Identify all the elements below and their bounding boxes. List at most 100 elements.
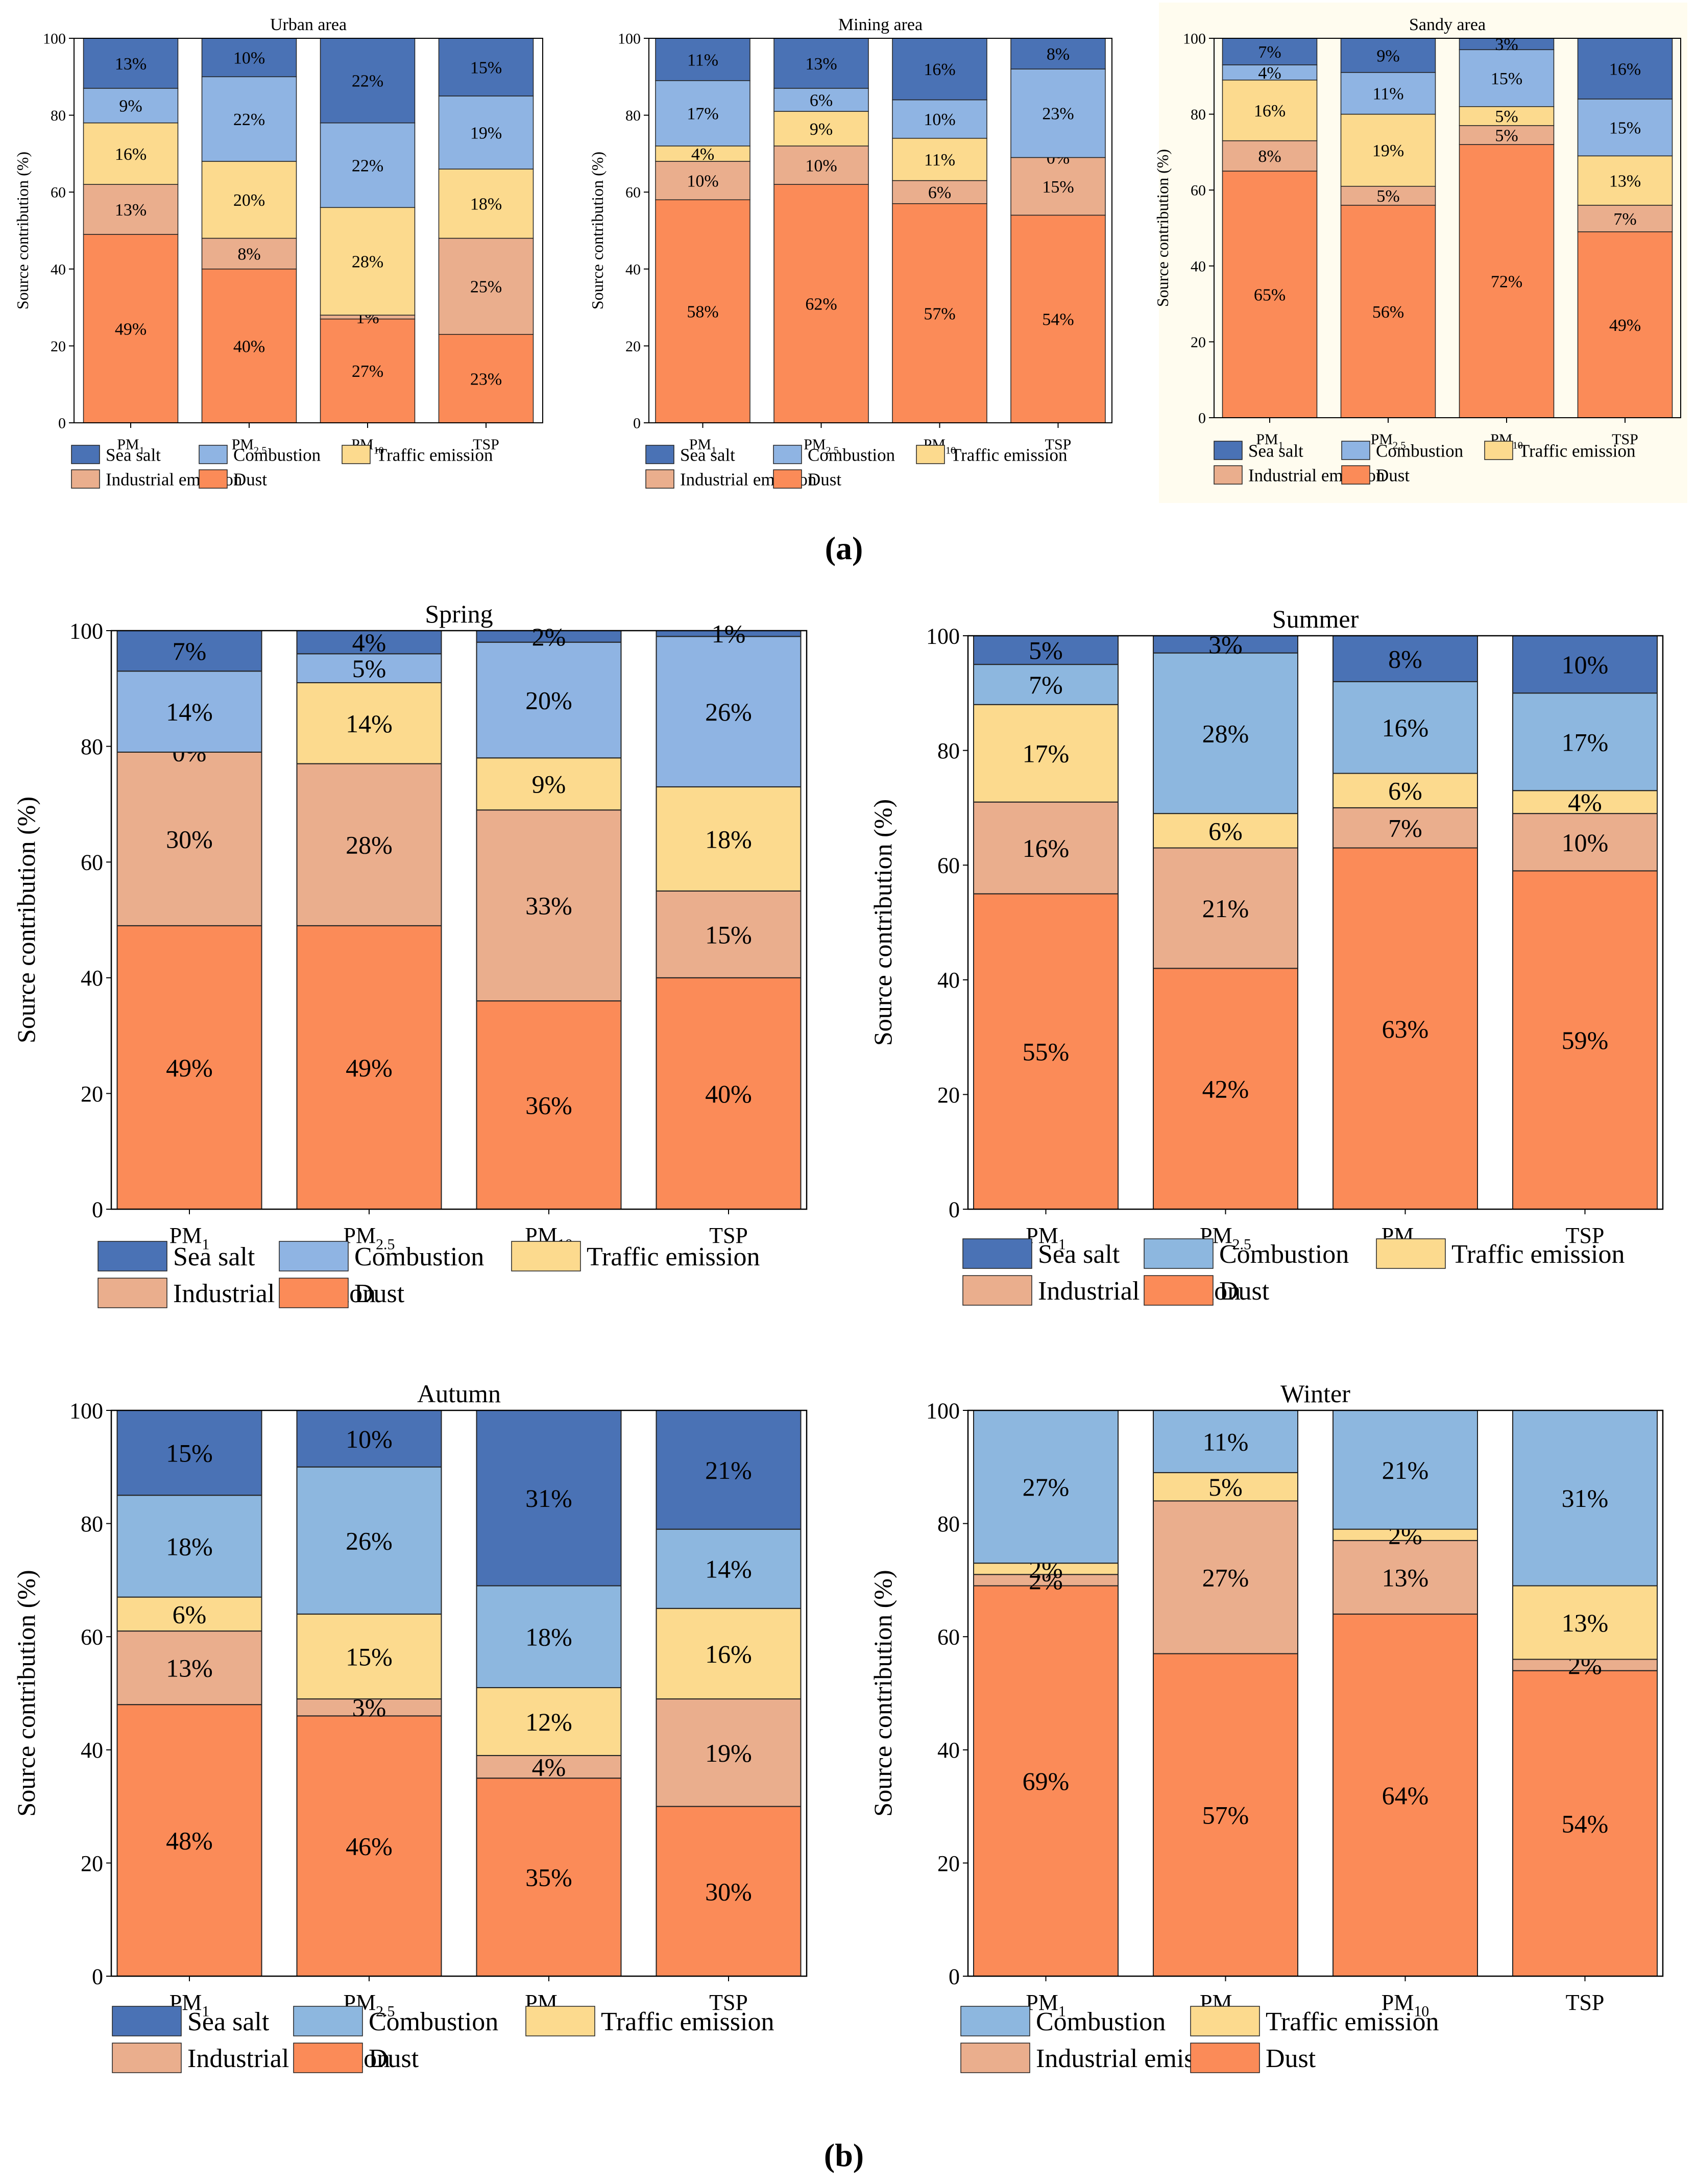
spring-legend-swatch-traffic-emission [511,1241,581,1271]
sandy-area-legend-label-dust: Dust [1376,465,1410,485]
summer-label-traffic-emission-0: 17% [1023,739,1070,768]
spring-label-sea-salt-3: 1% [712,619,746,648]
spring-label-traffic-emission-3: 18% [705,825,752,853]
sandy-area-legend-label-traffic-emission: Traffic emission [1519,441,1635,461]
autumn-label-combustion-0: 18% [166,1532,213,1561]
autumn-legend-label-traffic-emission: Traffic emission [601,2007,774,2036]
summer-plot-frame [967,635,1664,1210]
winter-bar-industrial-emission-1 [1153,1500,1298,1654]
urban-area-ylabel: Source contribution (%) [13,152,32,309]
autumn-bar-dust-0 [116,1704,262,1977]
mining-area-title: Mining area [838,15,923,34]
summer-chart: Summer55%16%17%7%5%PM142%21%6%28%3%PM2.5… [868,605,1664,1306]
spring-legend-label-traffic-emission: Traffic emission [587,1242,760,1271]
spring-bar-dust-2 [476,1000,622,1210]
summer-label-traffic-emission-2: 6% [1388,777,1422,805]
spring-bar-industrial-emission-3 [656,890,802,978]
autumn-label-dust-0: 48% [166,1827,213,1855]
mining-area-ytick-3: 60 [625,184,641,201]
winter-label-combustion-0: 27% [1023,1473,1070,1501]
sandy-area-label-traffic-emission-2: 5% [1495,107,1518,126]
summer-ytick-2: 40 [937,968,960,993]
winter-legend-swatch-dust [1190,2043,1260,2073]
winter-bar-combustion-1 [1153,1410,1298,1473]
mining-area-legend-label-traffic-emission: Traffic emission [951,445,1067,465]
sandy-area-ytick-0: 0 [1198,410,1206,427]
sandy-area-label-combustion-2: 15% [1491,69,1522,88]
summer-legend-swatch-dust [1144,1275,1214,1306]
urban-area-bar-sea-salt-1 [201,38,297,78]
spring-legend-label-dust: Dust [354,1279,405,1308]
summer-legend-swatch-combustion-b [1144,1238,1214,1269]
mining-area-bar-dust-0 [655,199,750,423]
sandy-area-legend-swatch-traffic-emission [1484,441,1513,460]
sandy-area-title: Sandy area [1409,15,1486,34]
mining-area-bar-industrial-emission-3 [1010,157,1106,216]
sandy-area-legend-swatch-dust [1341,465,1370,485]
sandy-area-label-traffic-emission-1: 19% [1372,141,1404,160]
sandy-area-legend-label-combustion: Combustion [1376,441,1463,461]
sandy-area-bar-industrial-emission-1 [1340,186,1436,206]
sandy-area-bar-combustion-1 [1340,72,1436,115]
autumn-bar-industrial-emission-0 [116,1630,262,1706]
winter-bar-traffic-emission-1 [1153,1472,1298,1502]
spring-ytick-1: 20 [81,1082,103,1107]
urban-area-legend-swatch-industrial-emission [71,469,100,489]
summer-legend-swatch-industrial-emission [962,1275,1032,1306]
autumn-label-traffic-emission-2: 12% [525,1708,572,1736]
summer-xtick-3: TSP [1566,1223,1605,1248]
winter-bar-dust-2 [1332,1613,1478,1977]
panel-a-label: (a) [825,530,863,566]
urban-area-label-industrial-emission-1: 8% [237,245,260,264]
sandy-area-bar-traffic-emission-1 [1340,113,1436,187]
summer-bar-dust-3 [1512,870,1658,1210]
winter-legend-swatch-combustion-b [960,2006,1030,2036]
sandy-area-label-combustion-3: 15% [1609,119,1641,138]
autumn-legend-label-combustion-b: Combustion [369,2007,498,2036]
summer-bar-combustion-3 [1512,692,1658,791]
autumn-bar-combustion-2 [476,1585,622,1688]
urban-area-ytick-3: 60 [51,184,66,201]
spring-label-combustion-1: 5% [352,654,386,683]
autumn-label-sea-salt-0: 15% [166,1439,213,1468]
sandy-area-ytick-4: 80 [1191,106,1206,123]
autumn-label-sea-salt-2: 31% [525,1484,572,1513]
mining-area-ylabel: Source contribution (%) [588,152,607,309]
spring-bar-traffic-emission-2 [476,757,622,811]
winter-ytick-2: 40 [937,1738,960,1763]
sandy-area-bar-sea-salt-1 [1340,38,1436,73]
summer-label-industrial-emission-0: 16% [1023,834,1070,862]
spring-ytick-3: 60 [81,850,103,875]
urban-area-title: Urban area [270,15,347,34]
autumn-label-combustion-2: 18% [525,1623,572,1651]
spring-label-traffic-emission-1: 14% [346,709,393,738]
sandy-area-label-industrial-emission-0: 8% [1258,147,1281,166]
summer-bar-dust-0 [973,893,1119,1210]
summer-ylabel: Source contribution (%) [868,799,897,1046]
urban-area-chart: Urban area49%13%16%9%13%PM140%8%20%22%10… [13,15,543,489]
mining-area-label-sea-salt-3: 8% [1047,45,1070,64]
summer-ytick-5: 100 [926,623,960,649]
mining-area-legend-label-dust: Dust [808,469,841,489]
urban-area-label-dust-0: 49% [115,320,147,339]
winter-label-dust-2: 64% [1382,1781,1429,1810]
spring-bar-combustion-3 [656,636,802,787]
summer-bar-combustion-2 [1332,681,1478,774]
urban-area-label-combustion-2: 22% [352,156,383,175]
autumn-bar-dust-3 [656,1806,802,1977]
urban-area-label-combustion-0: 9% [119,97,142,116]
spring-legend-swatch-dust [279,1278,349,1308]
summer-ytick-0: 0 [949,1197,960,1222]
mining-area-ytick-2: 40 [625,261,641,278]
spring-title: Spring [425,599,493,628]
summer-bar-sea-salt-0 [973,635,1119,665]
mining-area-label-dust-2: 57% [924,304,955,323]
autumn-ytick-3: 60 [81,1625,103,1650]
urban-area-bar-combustion-1 [201,76,297,162]
autumn-ytick-5: 100 [69,1398,103,1423]
summer-legend-swatch-sea-salt [962,1238,1032,1269]
mining-area-ytick-1: 20 [625,338,641,355]
autumn-label-industrial-emission-2: 4% [532,1753,566,1782]
sandy-area-bar-dust-2 [1459,144,1555,418]
